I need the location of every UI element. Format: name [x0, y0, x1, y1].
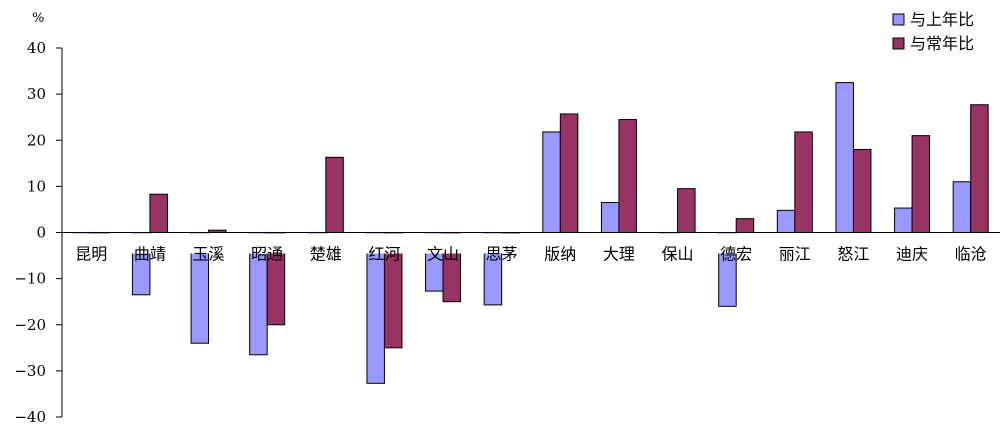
bar-vs-last-year: [600, 202, 620, 234]
y-tick-label: −30: [14, 362, 46, 380]
bar-vs-normal: [970, 104, 989, 233]
bar-vs-normal: [735, 218, 755, 234]
bar-vs-normal: [559, 113, 579, 233]
bar-vs-normal: [852, 148, 872, 234]
y-tick-label: 0: [36, 224, 46, 242]
bar-vs-normal: [149, 193, 168, 233]
bar-vs-normal: [794, 131, 813, 233]
category-label-bg: [188, 233, 229, 254]
category-label-bg: [71, 233, 112, 254]
bar-vs-normal: [618, 118, 637, 233]
y-unit-label: %: [32, 11, 44, 26]
category-label-bg: [833, 233, 874, 254]
category-label-bg: [598, 233, 639, 254]
bar-vs-last-year: [835, 82, 854, 233]
category-label-bg: [364, 233, 405, 254]
category-label: 楚雄: [310, 245, 342, 264]
legend-label: 与常年比: [910, 34, 974, 53]
category-label: 德宏: [720, 245, 752, 264]
category-label-bg: [892, 233, 933, 254]
y-tick-label: 20: [27, 131, 46, 149]
category-label: 昭通: [251, 245, 283, 264]
y-tick-label: 10: [27, 177, 46, 195]
legend-swatch: [892, 37, 905, 50]
category-label: 昆明: [75, 245, 107, 264]
bar-vs-last-year: [776, 209, 796, 233]
category-label: 思茅: [486, 245, 518, 264]
y-tick-label: 40: [27, 39, 46, 57]
category-label: 玉溪: [193, 245, 225, 264]
bar-vs-normal: [383, 232, 403, 349]
y-tick-label: 30: [27, 85, 46, 103]
category-label: 迪庆: [896, 245, 928, 264]
category-label: 保山: [662, 245, 694, 264]
bar-vs-normal: [911, 135, 931, 233]
bar-vs-normal: [266, 232, 286, 326]
legend-label: 与上年比: [910, 10, 974, 29]
category-label-bg: [423, 233, 464, 254]
category-label-bg: [481, 233, 522, 254]
category-label: 版纳: [544, 245, 576, 264]
legend-swatch: [892, 13, 905, 26]
bar-vs-last-year: [894, 207, 913, 234]
bar-vs-last-year: [952, 181, 972, 233]
category-label-bg: [950, 233, 991, 254]
bar-vs-last-year: [190, 232, 210, 344]
y-tick-label: −20: [14, 316, 46, 334]
category-label-bg: [540, 233, 581, 254]
category-labels: 昆明 曲靖 玉溪 昭通 楚雄 红河 文山 思茅 版纳 大理 保山 德宏 丽江 怒江 迪庆 临沧: [71, 233, 991, 264]
y-tick-label: −40: [14, 408, 46, 425]
category-label: 红河: [368, 245, 400, 264]
category-label-bg: [247, 233, 288, 254]
category-label-bg: [305, 233, 346, 254]
category-label: 怒江: [837, 245, 869, 264]
bar-vs-normal: [677, 188, 696, 233]
category-label: 丽江: [779, 245, 811, 264]
category-label-bg: [129, 233, 170, 254]
y-tick-label: −10: [14, 270, 46, 288]
category-label-bg: [774, 233, 815, 254]
bar-vs-normal: [325, 156, 344, 233]
category-label: 文山: [427, 245, 459, 264]
category-label: 曲靖: [134, 245, 166, 264]
bar-vs-normal: [208, 229, 227, 234]
category-label: 临沧: [955, 245, 987, 264]
category-label: 大理: [603, 245, 635, 264]
category-label-bg: [657, 233, 698, 254]
category-label-bg: [716, 233, 757, 254]
bar-vs-last-year: [542, 131, 561, 233]
